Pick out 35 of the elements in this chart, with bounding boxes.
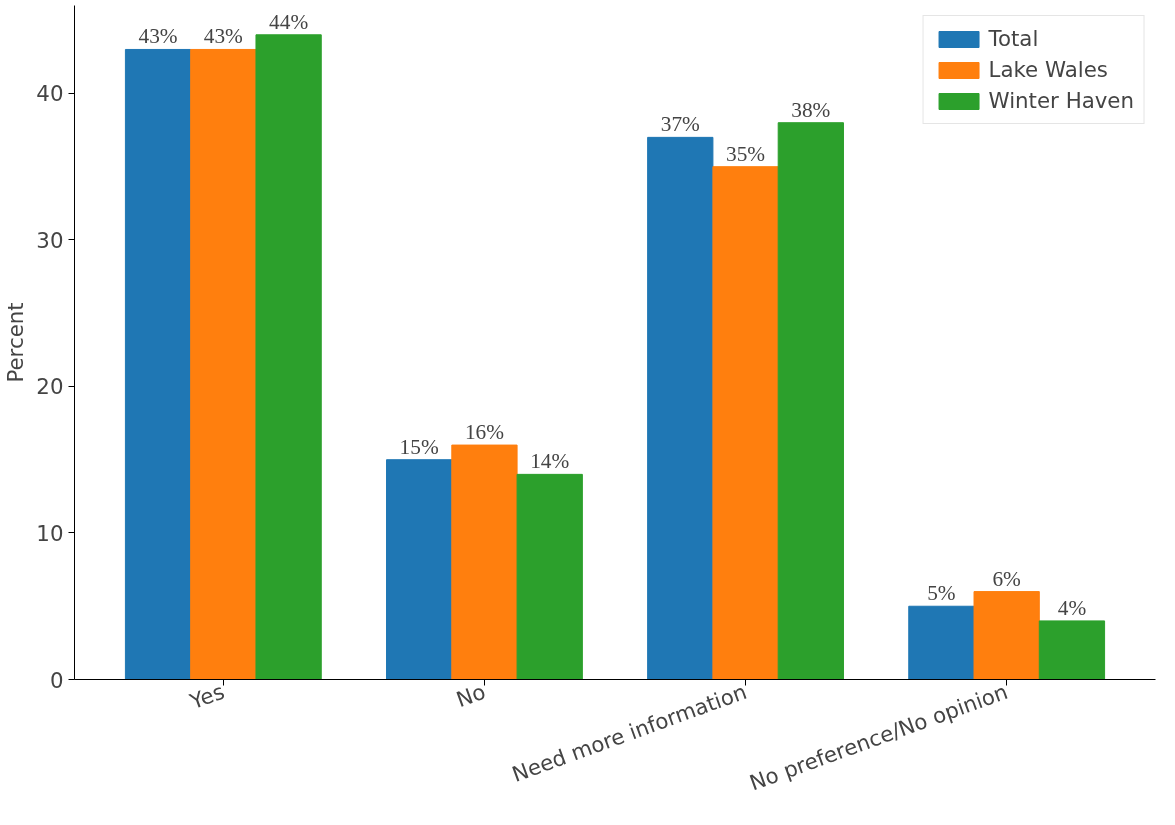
legend-label: Total xyxy=(988,26,1039,51)
bar xyxy=(973,591,1040,680)
y-axis-title: Percent xyxy=(3,302,29,383)
bar xyxy=(190,48,257,680)
bar xyxy=(647,136,714,680)
data-label: 43% xyxy=(138,24,178,49)
data-label: 35% xyxy=(726,141,766,166)
bar xyxy=(386,459,453,680)
bar xyxy=(124,48,192,680)
data-label: 38% xyxy=(791,97,831,122)
data-label: 16% xyxy=(464,420,505,445)
y-tick-label: 30 xyxy=(36,227,64,253)
legend-label: Winter Haven xyxy=(988,88,1134,113)
data-label: 4% xyxy=(1057,595,1087,620)
data-label: 44% xyxy=(269,9,309,34)
data-label: 37% xyxy=(660,112,701,137)
bar xyxy=(908,605,975,680)
y-tick-label: 20 xyxy=(36,374,64,400)
data-label: 43% xyxy=(203,24,244,49)
data-label: 5% xyxy=(927,581,956,606)
y-tick-label: 0 xyxy=(49,667,64,693)
data-label: 14% xyxy=(530,449,570,474)
legend-label: Lake Wales xyxy=(988,57,1108,82)
x-tick-label: Yes xyxy=(185,678,228,715)
y-tick-label: 10 xyxy=(36,520,64,546)
bar xyxy=(255,34,322,680)
bar xyxy=(451,444,518,680)
data-label: 6% xyxy=(992,566,1022,591)
bar xyxy=(516,473,583,680)
y-tick-label: 40 xyxy=(36,81,64,107)
data-label: 15% xyxy=(399,434,439,459)
x-tick-label: No xyxy=(452,678,489,713)
bar xyxy=(712,166,779,680)
bar xyxy=(1038,620,1106,680)
bar xyxy=(777,122,844,680)
